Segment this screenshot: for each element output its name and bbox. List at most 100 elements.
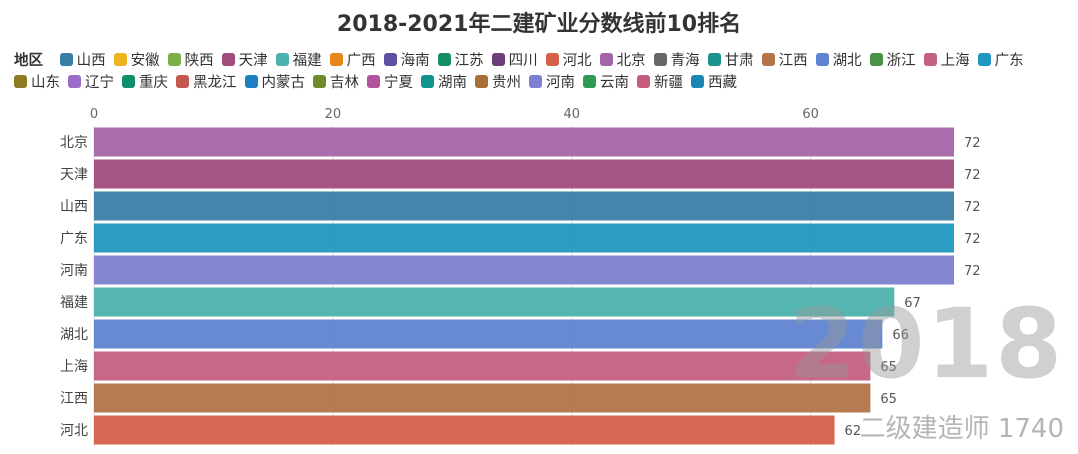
- legend-swatch: [122, 75, 135, 88]
- bar-value-label: 72: [964, 264, 981, 279]
- legend-item[interactable]: 贵州: [475, 72, 521, 94]
- legend-swatch: [583, 75, 596, 88]
- legend-item[interactable]: 甘肃: [707, 50, 754, 72]
- legend-swatch: [977, 53, 991, 66]
- y-category-label: 福建: [60, 295, 88, 311]
- bar-value-label: 66: [892, 328, 909, 343]
- legend-swatch: [923, 53, 937, 66]
- legend-item[interactable]: 山东: [14, 72, 60, 94]
- legend-swatch: [421, 75, 434, 88]
- bar: [94, 159, 954, 189]
- legend-item[interactable]: 江西: [761, 50, 808, 72]
- legend-label: 西藏: [708, 75, 737, 91]
- legend-item[interactable]: 安徽: [113, 50, 160, 72]
- y-category-label: 北京: [60, 135, 88, 151]
- watermark-year: 2018: [788, 288, 1064, 400]
- legend-item[interactable]: 西藏: [691, 72, 737, 94]
- bar-value-label: 62: [845, 424, 862, 439]
- legend-label: 甘肃: [724, 53, 754, 69]
- legend-swatch: [475, 75, 488, 88]
- legend-item[interactable]: 云南: [583, 72, 629, 94]
- legend-item[interactable]: 陕西: [167, 50, 214, 72]
- y-category-label: 江西: [60, 391, 88, 407]
- legend-item[interactable]: 宁夏: [367, 72, 413, 94]
- legend-label: 浙江: [886, 53, 916, 69]
- legend-item[interactable]: 河南: [529, 72, 575, 94]
- legend-label: 上海: [940, 53, 970, 69]
- y-category-label: 天津: [60, 167, 88, 183]
- legend-item[interactable]: 四川: [491, 50, 538, 72]
- legend-label: 北京: [616, 53, 646, 69]
- legend-swatch: [14, 75, 27, 88]
- y-category-label: 河南: [60, 263, 88, 279]
- legend-item[interactable]: 湖南: [421, 72, 467, 94]
- legend-item[interactable]: 福建: [275, 50, 322, 72]
- legend-swatch: [329, 53, 343, 66]
- chart-title: 2018-2021年二建矿业分数线前10排名: [336, 12, 742, 37]
- legend-label: 广西: [346, 53, 376, 69]
- legend-swatch: [869, 53, 883, 66]
- legend-swatch: [761, 53, 775, 66]
- bar-value-label: 65: [880, 392, 897, 407]
- legend-swatch: [275, 53, 289, 66]
- legend-label: 四川: [508, 53, 538, 69]
- legend-label: 云南: [600, 75, 629, 91]
- y-category-label: 广东: [60, 231, 88, 247]
- legend-item[interactable]: 黑龙江: [176, 72, 237, 94]
- y-category-label: 湖北: [60, 327, 88, 343]
- legend-label: 新疆: [654, 75, 683, 91]
- legend-swatch: [707, 53, 721, 66]
- legend-item[interactable]: 天津: [221, 50, 268, 72]
- bar: [94, 319, 883, 349]
- legend-item[interactable]: 吉林: [313, 72, 359, 94]
- bar-value-label: 65: [880, 360, 897, 375]
- legend-item[interactable]: 河北: [545, 50, 592, 72]
- legend-item[interactable]: 海南: [383, 50, 430, 72]
- legend-label: 黑龙江: [193, 75, 237, 91]
- bar: [94, 127, 954, 157]
- legend-swatch: [167, 53, 181, 66]
- legend-label: 河南: [546, 75, 575, 91]
- legend-item[interactable]: 内蒙古: [244, 72, 305, 94]
- legend-label: 广东: [994, 53, 1024, 69]
- legend-item[interactable]: 青海: [653, 50, 700, 72]
- x-tick-label: 0: [90, 107, 98, 122]
- legend-item[interactable]: 北京: [599, 50, 646, 72]
- legend-item[interactable]: 浙江: [869, 50, 916, 72]
- legend-label: 福建: [292, 53, 322, 69]
- legend-swatch: [653, 53, 667, 66]
- legend-swatch: [59, 53, 73, 66]
- legend-label: 海南: [400, 53, 430, 69]
- legend-label: 青海: [670, 53, 700, 69]
- bar: [94, 383, 871, 413]
- legend-item[interactable]: 山西: [59, 50, 106, 72]
- legend-label: 湖北: [832, 53, 862, 69]
- legend-item[interactable]: 广西: [329, 50, 376, 72]
- legend-item[interactable]: 江苏: [437, 50, 484, 72]
- legend-label: 天津: [238, 53, 268, 69]
- legend-swatch: [815, 53, 829, 66]
- bar-value-label: 72: [964, 136, 981, 151]
- legend-label: 江苏: [454, 53, 484, 69]
- bar: [94, 191, 954, 221]
- bar-value-label: 72: [964, 232, 981, 247]
- legend-swatch: [691, 75, 704, 88]
- legend-swatch: [176, 75, 189, 88]
- legend-item[interactable]: 辽宁: [68, 72, 114, 94]
- bar: [94, 415, 835, 445]
- legend-swatch: [113, 53, 127, 66]
- bar-value-label: 67: [904, 296, 921, 311]
- x-tick-label: 20: [325, 107, 342, 122]
- legend-item[interactable]: 新疆: [637, 72, 683, 94]
- legend-label: 山西: [76, 53, 106, 69]
- x-tick-label: 60: [802, 107, 819, 122]
- legend-item[interactable]: 湖北: [815, 50, 862, 72]
- legend-label: 江西: [778, 53, 808, 69]
- legend-item[interactable]: 广东: [977, 50, 1024, 72]
- legend-item[interactable]: 上海: [923, 50, 970, 72]
- x-tick-label: 40: [564, 107, 581, 122]
- legend-item[interactable]: 重庆: [122, 72, 168, 94]
- legend-label: 宁夏: [384, 75, 413, 91]
- legend-label: 陕西: [184, 53, 214, 69]
